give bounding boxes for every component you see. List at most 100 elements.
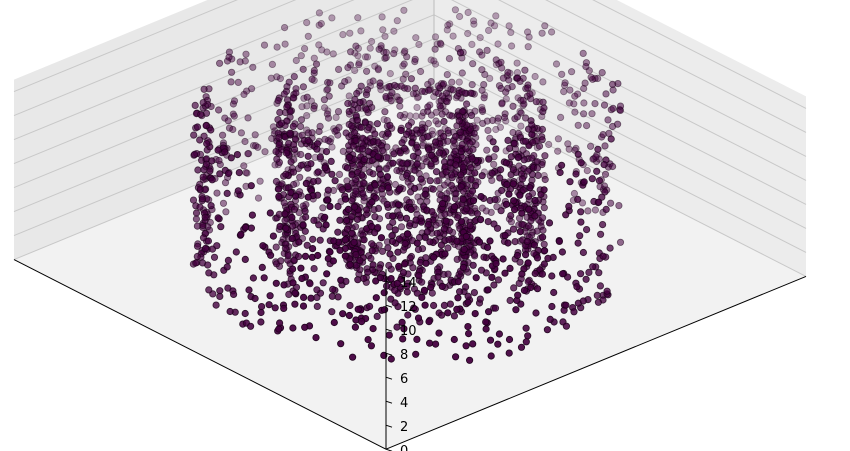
data-point bbox=[615, 202, 623, 210]
data-point bbox=[454, 294, 462, 302]
data-point bbox=[291, 300, 299, 308]
data-point bbox=[480, 81, 488, 89]
data-point bbox=[488, 176, 496, 184]
data-point bbox=[455, 78, 463, 86]
data-point bbox=[550, 288, 558, 297]
data-point bbox=[208, 157, 216, 165]
data-point bbox=[397, 223, 406, 231]
data-point bbox=[369, 170, 377, 178]
data-point bbox=[562, 322, 571, 330]
data-point bbox=[241, 137, 249, 146]
data-point bbox=[533, 227, 541, 235]
data-point bbox=[524, 277, 532, 286]
data-point bbox=[471, 182, 480, 190]
data-point bbox=[478, 204, 486, 212]
data-point bbox=[367, 254, 375, 263]
data-points bbox=[189, 6, 625, 364]
data-point bbox=[450, 312, 458, 320]
data-point bbox=[291, 192, 300, 200]
data-point bbox=[352, 251, 360, 259]
data-point bbox=[410, 304, 418, 312]
data-point bbox=[478, 172, 486, 180]
data-point bbox=[412, 34, 420, 42]
data-point bbox=[386, 250, 394, 258]
data-point bbox=[241, 57, 249, 65]
data-point bbox=[245, 286, 253, 294]
data-point bbox=[555, 237, 564, 245]
data-point bbox=[219, 199, 228, 207]
data-point bbox=[598, 221, 607, 229]
data-point bbox=[471, 309, 479, 318]
data-point bbox=[438, 200, 447, 208]
data-point bbox=[422, 172, 430, 180]
data-point bbox=[403, 160, 411, 168]
data-point bbox=[206, 167, 214, 175]
data-point bbox=[277, 119, 286, 127]
data-point bbox=[384, 184, 392, 192]
data-point bbox=[189, 196, 198, 204]
data-point bbox=[602, 90, 610, 98]
data-point bbox=[362, 106, 370, 114]
data-point bbox=[558, 70, 566, 78]
data-point bbox=[595, 177, 604, 185]
data-point bbox=[585, 268, 593, 276]
data-point bbox=[510, 284, 518, 292]
data-point bbox=[234, 78, 242, 87]
data-point bbox=[530, 241, 539, 249]
data-point bbox=[297, 161, 305, 169]
data-point bbox=[591, 206, 600, 214]
data-point bbox=[357, 317, 366, 326]
data-point bbox=[326, 202, 334, 210]
data-point bbox=[320, 96, 328, 104]
data-point bbox=[375, 45, 383, 53]
data-point bbox=[443, 26, 451, 34]
data-point bbox=[288, 213, 296, 222]
data-point bbox=[287, 158, 295, 166]
data-point bbox=[382, 93, 390, 101]
data-point bbox=[397, 82, 405, 90]
data-point bbox=[382, 282, 391, 290]
data-point bbox=[275, 319, 284, 327]
data-point bbox=[459, 163, 467, 171]
data-point bbox=[518, 221, 527, 229]
data-point bbox=[353, 89, 361, 98]
data-point bbox=[249, 274, 257, 282]
data-point bbox=[565, 99, 574, 107]
data-point bbox=[334, 108, 343, 116]
data-point bbox=[388, 237, 397, 245]
data-point bbox=[468, 187, 477, 195]
data-point bbox=[205, 269, 213, 277]
data-point bbox=[427, 160, 435, 168]
data-point bbox=[288, 234, 296, 243]
data-point bbox=[600, 161, 608, 169]
data-point bbox=[196, 136, 204, 144]
data-point bbox=[440, 117, 448, 126]
data-point bbox=[344, 183, 352, 191]
data-point bbox=[202, 160, 211, 168]
data-point bbox=[459, 48, 467, 57]
data-point bbox=[245, 150, 253, 158]
data-point bbox=[393, 279, 401, 287]
data-point bbox=[304, 32, 312, 40]
data-point bbox=[535, 142, 544, 150]
data-point bbox=[272, 279, 280, 287]
data-point bbox=[601, 170, 610, 178]
data-point bbox=[292, 56, 300, 65]
data-point bbox=[525, 33, 533, 41]
data-point bbox=[280, 281, 288, 289]
data-point bbox=[339, 30, 347, 39]
data-point bbox=[561, 79, 569, 87]
data-point bbox=[315, 9, 323, 17]
data-point bbox=[330, 237, 338, 245]
data-point bbox=[228, 68, 236, 76]
data-point bbox=[406, 254, 414, 262]
data-point bbox=[482, 207, 490, 215]
data-point bbox=[374, 66, 382, 74]
data-point bbox=[540, 240, 548, 248]
data-point bbox=[552, 60, 561, 68]
data-point bbox=[591, 74, 599, 83]
data-point bbox=[338, 186, 346, 194]
data-point bbox=[562, 301, 570, 309]
z-tick-mark bbox=[385, 352, 393, 356]
data-point bbox=[199, 173, 207, 181]
